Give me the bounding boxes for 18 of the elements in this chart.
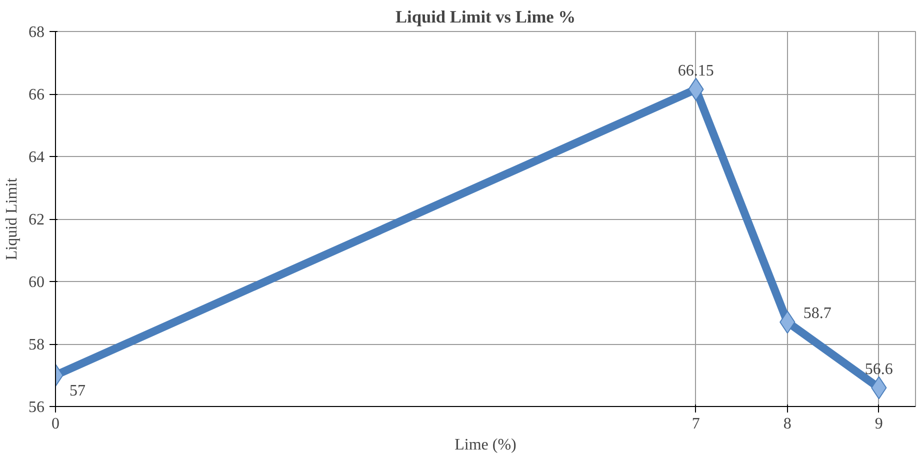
y-tick-label: 62 — [28, 212, 44, 228]
x-tick-label: 7 — [692, 416, 700, 432]
x-tick-label: 0 — [52, 416, 60, 432]
y-tick-label: 68 — [28, 24, 44, 41]
y-axis-title: Liquid Limit — [4, 177, 20, 260]
x-tick-label: 9 — [874, 416, 883, 432]
data-label: 66.15 — [678, 62, 714, 80]
y-tick-label: 64 — [28, 149, 44, 166]
x-tick-label: 8 — [783, 416, 792, 432]
data-label: 58.7 — [803, 305, 832, 322]
y-tick-label: 66 — [28, 86, 44, 104]
data-label: 56.6 — [864, 360, 893, 378]
y-tick-label: 58 — [28, 336, 44, 354]
y-tick-label: 60 — [28, 274, 44, 291]
chart-title: Liquid Limit vs Lime % — [395, 8, 576, 26]
y-tick-label: 56 — [28, 399, 44, 416]
data-label: 57 — [70, 382, 86, 400]
x-axis-title: Lime (%) — [454, 436, 516, 454]
